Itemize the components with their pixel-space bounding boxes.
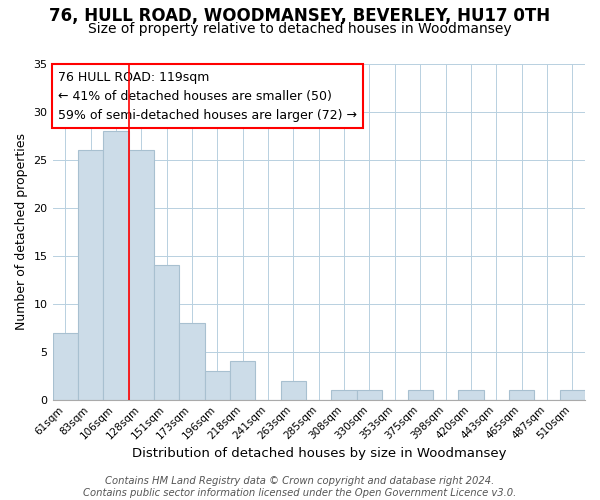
Bar (128, 150, 154, 400)
Bar (230, 362, 256, 400)
Bar (154, 266, 179, 400)
Bar (78, 150, 103, 400)
Bar (357, 390, 382, 400)
Bar (331, 390, 357, 400)
Bar (281, 380, 306, 400)
Bar (53, 332, 78, 400)
Text: Contains HM Land Registry data © Crown copyright and database right 2024.
Contai: Contains HM Land Registry data © Crown c… (83, 476, 517, 498)
Bar (509, 390, 534, 400)
Text: Size of property relative to detached houses in Woodmansey: Size of property relative to detached ho… (88, 22, 512, 36)
Y-axis label: Number of detached properties: Number of detached properties (15, 134, 28, 330)
Bar (205, 371, 230, 400)
Bar (103, 131, 128, 400)
Bar (407, 390, 433, 400)
Text: 76 HULL ROAD: 119sqm
← 41% of detached houses are smaller (50)
59% of semi-detac: 76 HULL ROAD: 119sqm ← 41% of detached h… (58, 70, 357, 122)
Bar (458, 390, 484, 400)
Bar (179, 323, 205, 400)
Bar (560, 390, 585, 400)
Text: 76, HULL ROAD, WOODMANSEY, BEVERLEY, HU17 0TH: 76, HULL ROAD, WOODMANSEY, BEVERLEY, HU1… (49, 8, 551, 26)
X-axis label: Distribution of detached houses by size in Woodmansey: Distribution of detached houses by size … (131, 447, 506, 460)
